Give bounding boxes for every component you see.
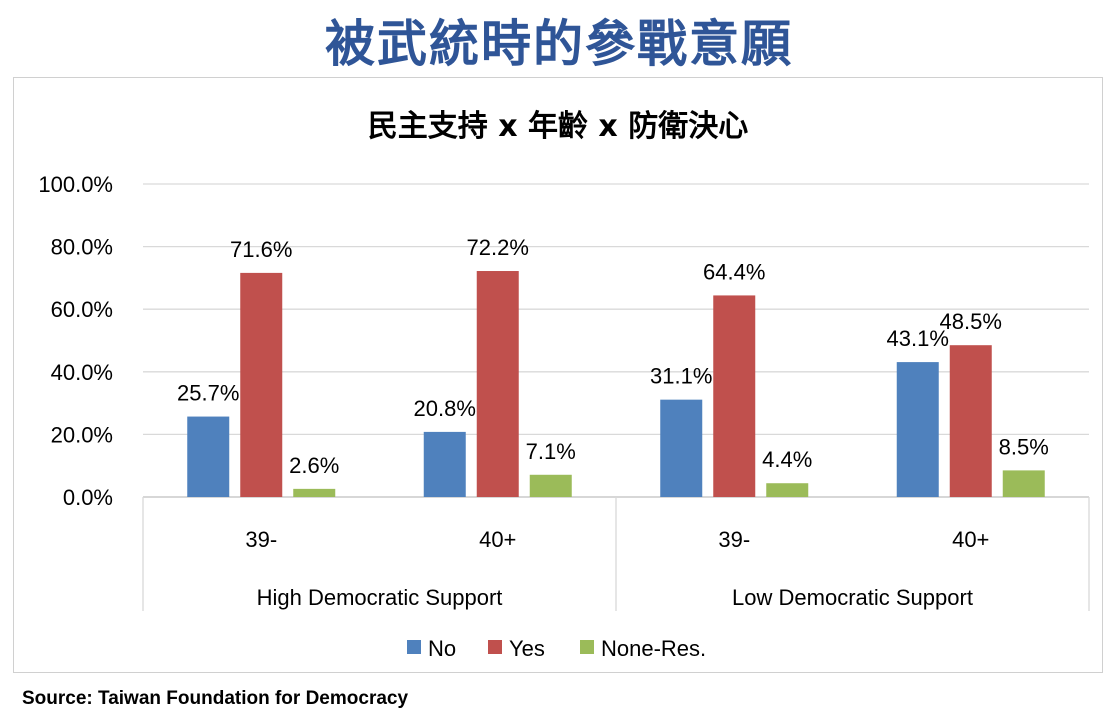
bar-no xyxy=(896,362,939,497)
source-note: Source: Taiwan Foundation for Democracy xyxy=(22,688,409,709)
legend-label: Yes xyxy=(509,636,545,661)
x-tick-label: 40+ xyxy=(479,527,516,552)
data-label: 20.8% xyxy=(414,396,476,421)
group-label: High Democratic Support xyxy=(257,585,503,610)
data-label: 7.1% xyxy=(526,439,576,464)
bar-no xyxy=(423,431,466,497)
bar-none-res xyxy=(529,474,572,497)
y-tick-label: 0.0% xyxy=(63,485,113,510)
bar-chart: 民主支持 x 年齡 x 防衛決心 0.0% 20.0% 40.0% 60.0% 80.0%… xyxy=(38,109,1090,661)
legend-swatch xyxy=(407,640,421,654)
data-label: 64.4% xyxy=(703,259,765,284)
chart-title: 民主支持 x 年齡 x 防衛決心 xyxy=(368,109,748,144)
bar-none-res xyxy=(766,483,809,497)
data-label: 25.7% xyxy=(177,381,239,406)
legend-swatch xyxy=(488,640,502,654)
bar-yes xyxy=(713,295,756,497)
data-label: 72.2% xyxy=(467,235,529,260)
x-tick-label: 39- xyxy=(718,527,750,552)
bar-no xyxy=(660,399,703,497)
data-label: 4.4% xyxy=(762,447,812,472)
data-label: 43.1% xyxy=(887,326,949,351)
legend-label: None-Res. xyxy=(601,636,706,661)
bar-yes xyxy=(240,272,283,497)
bar-none-res xyxy=(1002,470,1045,497)
page-title: 被武統時的參戰意願 xyxy=(325,15,793,73)
legend-swatch xyxy=(580,640,594,654)
y-tick-label: 20.0% xyxy=(51,422,113,447)
bar-yes xyxy=(949,345,992,497)
data-label: 48.5% xyxy=(940,309,1002,334)
chart-frame: 民主支持 x 年齡 x 防衛決心 0.0% 20.0% 40.0% 60.0% 80.0%… xyxy=(13,77,1103,673)
y-tick-label: 60.0% xyxy=(51,297,113,322)
data-label: 8.5% xyxy=(999,434,1049,459)
data-label: 31.1% xyxy=(650,364,712,389)
x-tick-label: 40+ xyxy=(952,527,989,552)
x-tick-label: 39- xyxy=(245,527,277,552)
y-tick-label: 40.0% xyxy=(51,360,113,385)
data-label: 2.6% xyxy=(289,453,339,478)
group-label: Low Democratic Support xyxy=(732,585,973,610)
data-label: 71.6% xyxy=(230,237,292,262)
y-tick-label: 100.0% xyxy=(38,172,113,197)
bar-yes xyxy=(476,271,519,497)
bar-no xyxy=(187,416,230,497)
bar-none-res xyxy=(293,488,336,497)
y-tick-label: 80.0% xyxy=(51,235,113,260)
legend-label: No xyxy=(428,636,456,661)
